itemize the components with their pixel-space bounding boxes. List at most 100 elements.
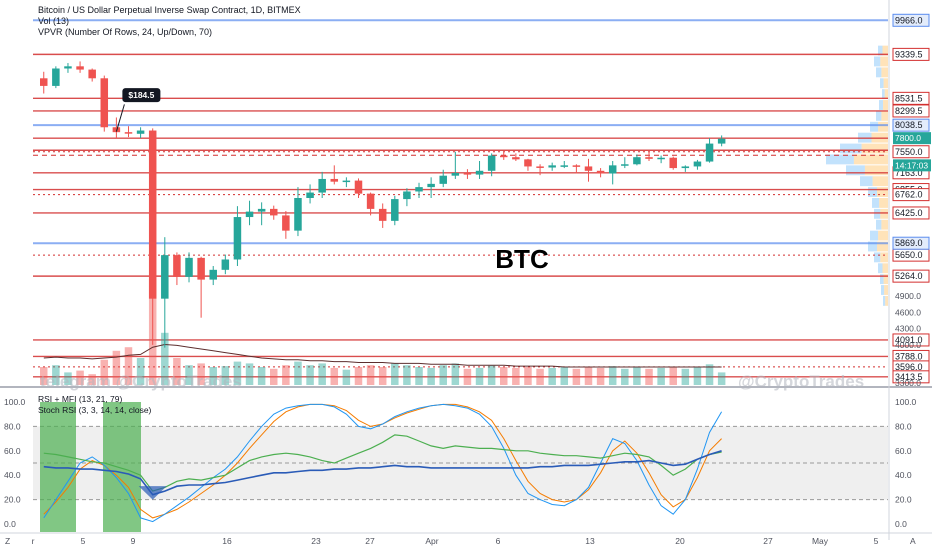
vpvr-bar-up <box>870 230 879 241</box>
candle-body <box>645 157 653 159</box>
candle-body <box>197 257 205 280</box>
candle-body <box>500 155 508 158</box>
volume-bar <box>657 367 665 385</box>
vpvr-bar-up <box>846 165 865 176</box>
volume-bar <box>693 367 702 385</box>
callout-text: $184.5 <box>128 90 154 100</box>
volume-bar <box>52 365 60 385</box>
vpvr-bar-up <box>872 198 880 208</box>
price-level-label: 7550.0 <box>895 147 923 157</box>
candle-body <box>64 66 72 69</box>
vpvr-bar-up <box>878 263 883 274</box>
vpvr-bar-up <box>883 295 886 306</box>
osc-axis-tick-left: 40.0 <box>4 470 21 480</box>
candle-body <box>439 175 447 184</box>
time-axis-label: 27 <box>763 536 773 546</box>
vpvr-bar-up <box>880 78 884 89</box>
vpvr-bar-up <box>876 67 882 78</box>
candle-body <box>40 78 48 86</box>
price-level-label: 3788.0 <box>895 351 923 361</box>
price-tick: 4900.0 <box>895 291 921 301</box>
volume-bar <box>705 364 714 385</box>
candle-body <box>257 208 266 212</box>
volume-study-label[interactable]: Vol (13) <box>38 16 70 26</box>
volume-bar <box>40 367 48 385</box>
candle-body <box>717 138 726 144</box>
price-level-label: 4091.0 <box>895 335 923 345</box>
vpvr-bar-up <box>880 274 884 285</box>
vpvr-bar-up <box>868 187 877 197</box>
vpvr-bar-down <box>885 295 888 306</box>
candle-body <box>342 180 351 183</box>
vpvr-study-label[interactable]: VPVR (Number Of Rows, 24, Up/Down, 70) <box>38 27 213 37</box>
time-axis-label: 9 <box>131 536 136 546</box>
osc-axis-tick: 20.0 <box>895 495 912 505</box>
vpvr-bar-down <box>881 110 888 121</box>
volume-bar <box>64 372 72 385</box>
volume-bar <box>475 367 484 385</box>
osc-axis-tick-left: 0.0 <box>4 519 16 529</box>
volume-bar <box>536 368 544 385</box>
candle-body <box>548 165 556 168</box>
osc-axis-tick-left: 20.0 <box>4 495 21 505</box>
candle-body <box>148 130 157 299</box>
osc-axis-tick: 80.0 <box>895 421 912 431</box>
time-axis-label: 16 <box>222 536 232 546</box>
time-axis-label: 20 <box>675 536 685 546</box>
volume-bar <box>403 365 411 385</box>
current-price-badge <box>893 132 931 145</box>
stoch-k-line <box>43 403 723 523</box>
volume-bar <box>270 368 278 385</box>
mfi-dip-fill <box>138 486 167 500</box>
volume-bar <box>717 372 726 385</box>
volume-bar <box>282 365 290 385</box>
price-level-border <box>892 145 930 159</box>
osc-axis-tick: 0.0 <box>895 519 907 529</box>
volume-bar <box>330 367 339 385</box>
btc-watermark: BTC <box>495 244 549 274</box>
volume-bar <box>427 367 435 385</box>
stoch-rsi-label[interactable]: Stoch RSI (3, 3, 14, 14, close) <box>38 405 152 415</box>
price-level-label-bg <box>893 145 929 158</box>
price-level-border <box>892 206 930 220</box>
price-level-label: 8299.5 <box>895 106 923 116</box>
candle-body <box>245 211 254 218</box>
vpvr-bar-up <box>868 241 877 252</box>
volume-bar <box>512 367 520 385</box>
candle-body <box>536 166 544 168</box>
candle-body <box>608 165 617 174</box>
volume-bar <box>608 366 617 385</box>
volume-bar <box>584 367 593 385</box>
volume-bar <box>669 367 677 385</box>
candle-body <box>136 130 145 134</box>
symbol-title[interactable]: Bitcoin / US Dollar Perpetual Inverse Sw… <box>38 5 301 15</box>
osc-axis-tick: 40.0 <box>895 470 912 480</box>
candle-body <box>76 66 84 70</box>
countdown-badge <box>893 159 931 172</box>
volume-bar <box>161 332 169 385</box>
time-axis-label: 5 <box>81 536 86 546</box>
rsi-mfi-label[interactable]: RSI + MFI (13, 21, 79) <box>38 394 123 404</box>
candle-body <box>633 157 641 165</box>
price-level-label-bg <box>893 188 929 201</box>
countdown-label: 14:17:03 <box>895 160 928 170</box>
price-tick: 3300.0 <box>895 378 921 388</box>
price-level-label-bg <box>893 92 929 105</box>
vpvr-bar-down <box>861 143 888 154</box>
chart-header: Bitcoin / US Dollar Perpetual Inverse Sw… <box>38 5 301 38</box>
vpvr-bar-up <box>826 154 854 165</box>
vpvr-bar-down <box>882 263 888 274</box>
vpvr-bar-up <box>878 45 883 56</box>
candle-body <box>415 187 423 192</box>
time-axis-label: 13 <box>585 536 595 546</box>
volume-ma-line <box>43 343 722 368</box>
candle-body <box>52 68 60 86</box>
vpvr-bar-down <box>880 56 888 67</box>
volume-bar <box>257 367 266 385</box>
blue-level-label: 8038.5 <box>895 120 923 130</box>
price-level-label-bg <box>893 249 929 262</box>
vpvr-bar-up <box>860 176 873 187</box>
time-axis-label: 5 <box>874 536 879 546</box>
volume-bar <box>366 365 375 385</box>
